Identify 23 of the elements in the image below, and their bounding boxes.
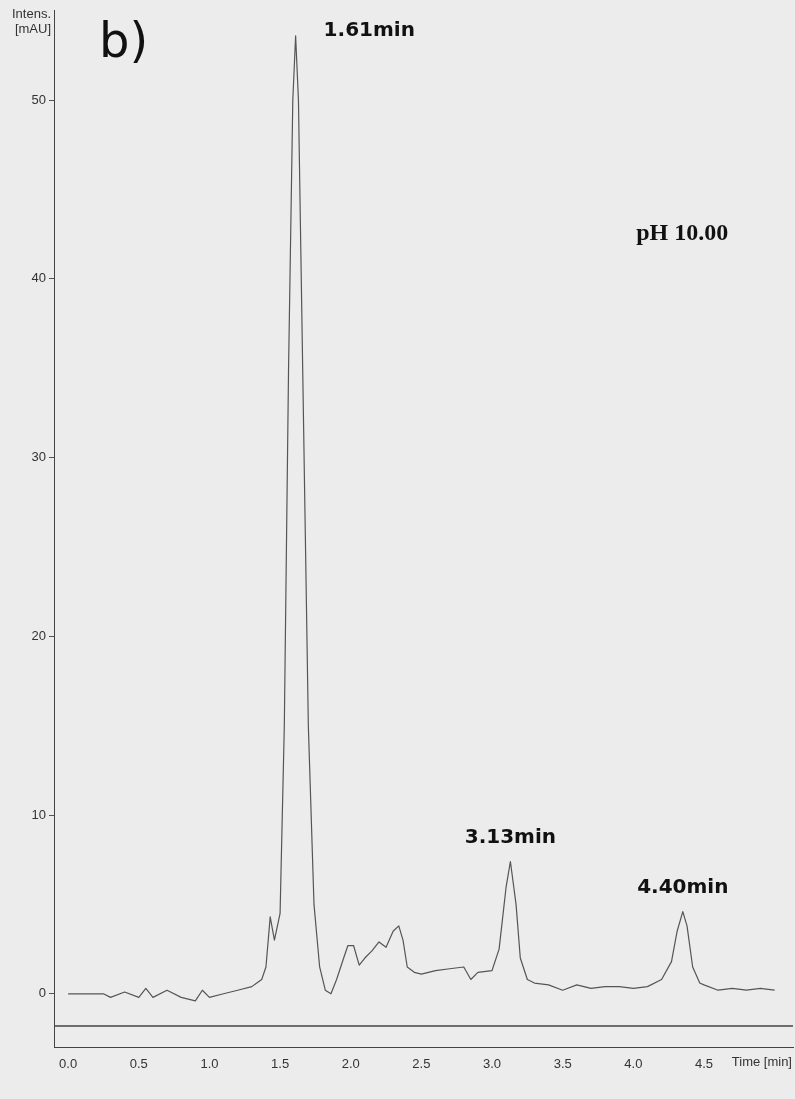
- y-axis-title: Intens. [mAU]: [11, 6, 51, 37]
- y-tick-label: 40: [31, 270, 46, 286]
- x-tick-label: 2.5: [412, 1055, 431, 1071]
- y-tick-label: 30: [31, 449, 46, 465]
- x-tick-label: 0.0: [59, 1055, 78, 1071]
- x-axis-title: Time [min]: [731, 1054, 792, 1070]
- y-tick-label: 50: [31, 91, 46, 107]
- annotation: 1.61min: [323, 17, 415, 41]
- y-tick-label: 20: [31, 627, 46, 643]
- annotation: pH 10.00: [636, 218, 729, 245]
- annotation: b): [99, 12, 149, 69]
- x-tick-label: 0.5: [129, 1055, 148, 1071]
- x-tick-label: 4.0: [624, 1055, 643, 1071]
- x-tick-label: 3.5: [553, 1055, 572, 1071]
- x-tick-label: 1.0: [200, 1055, 219, 1071]
- x-tick-label: 2.0: [341, 1055, 360, 1071]
- y-tick-label: 0: [38, 985, 46, 1001]
- y-tick-label: 10: [31, 806, 46, 822]
- x-tick-label: 3.0: [482, 1055, 502, 1071]
- x-tick-label: 4.5: [694, 1055, 714, 1071]
- x-tick-label: 1.5: [271, 1055, 290, 1071]
- annotation: 4.40min: [637, 873, 729, 898]
- annotation: 3.13min: [464, 823, 557, 848]
